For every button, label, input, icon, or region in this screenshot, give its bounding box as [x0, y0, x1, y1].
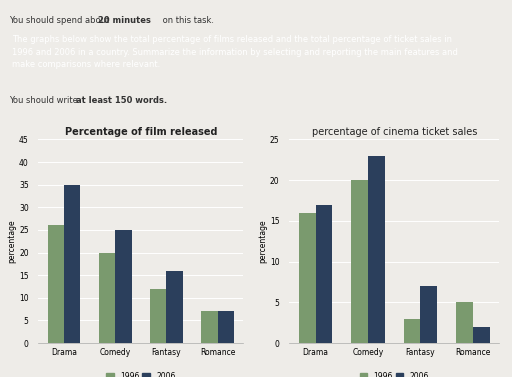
Text: You should spend about: You should spend about — [9, 16, 112, 25]
Title: Percentage of film released: Percentage of film released — [65, 127, 217, 137]
Bar — [99, 253, 115, 343]
Bar — [201, 311, 218, 343]
Bar — [351, 180, 368, 343]
Bar — [315, 205, 332, 343]
Title: percentage of cinema ticket sales: percentage of cinema ticket sales — [312, 127, 477, 137]
Bar — [420, 286, 437, 343]
Bar — [115, 230, 132, 343]
Legend: 1996, 2006: 1996, 2006 — [103, 369, 179, 377]
Bar — [403, 319, 420, 343]
Bar — [456, 302, 473, 343]
Bar — [473, 327, 489, 343]
Bar — [299, 213, 315, 343]
Legend: 1996, 2006: 1996, 2006 — [356, 369, 432, 377]
Text: You should write: You should write — [9, 96, 81, 105]
Bar — [166, 271, 183, 343]
Bar — [48, 225, 64, 343]
Text: at least 150 words.: at least 150 words. — [76, 96, 167, 105]
Text: on this task.: on this task. — [160, 16, 214, 25]
Y-axis label: percentage: percentage — [258, 219, 267, 263]
Text: The graphs below show the total percentage of films released and the total perce: The graphs below show the total percenta… — [12, 35, 458, 69]
Bar — [218, 311, 234, 343]
Bar — [150, 289, 166, 343]
Bar — [64, 185, 80, 343]
Bar — [368, 156, 385, 343]
Y-axis label: percentage: percentage — [7, 219, 16, 263]
Text: 20 minutes: 20 minutes — [98, 16, 151, 25]
